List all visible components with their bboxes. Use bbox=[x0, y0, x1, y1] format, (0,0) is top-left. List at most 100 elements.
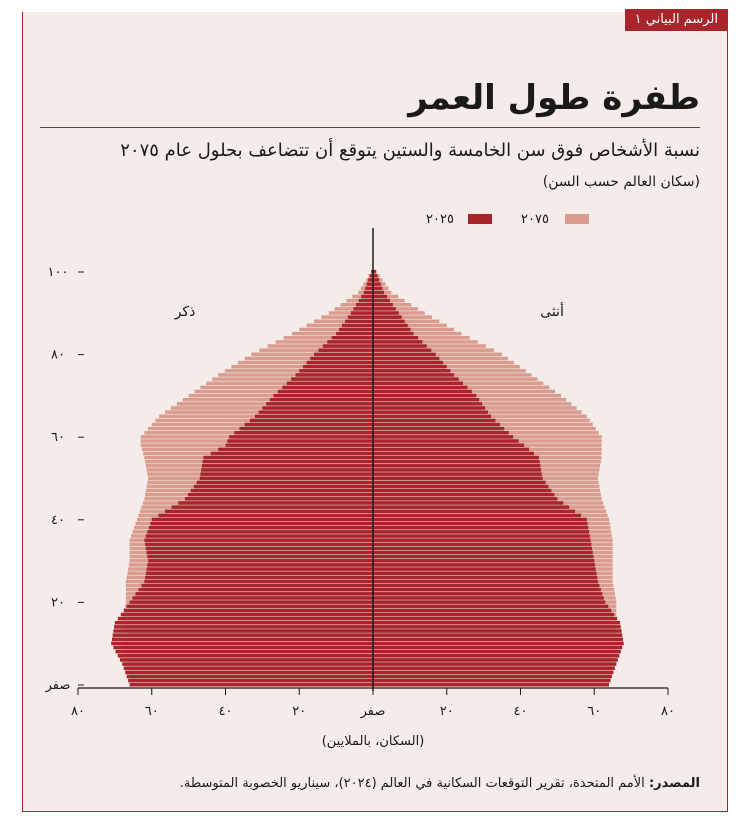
bar-2025-female-age-95 bbox=[373, 290, 385, 295]
figure-badge: الرسم البياني ١ bbox=[624, 9, 728, 31]
bar-2025-male-age-36 bbox=[145, 534, 373, 538]
bar-2025-male-age-78 bbox=[306, 360, 373, 365]
bar-2025-female-age-18 bbox=[373, 608, 612, 613]
x-tick-label-2: ٤٠ bbox=[219, 704, 233, 719]
bar-2075-female-age-87 bbox=[373, 323, 447, 328]
bar-2025-male-age-26 bbox=[145, 575, 373, 580]
bar-2025-female-age-28 bbox=[373, 567, 596, 571]
bar-2025-male-age-2 bbox=[126, 674, 373, 679]
bar-2025-male-age-99 bbox=[369, 274, 373, 278]
bar-2025-male-age-35 bbox=[144, 538, 373, 542]
y-tick-label-2: ٤٠ bbox=[51, 513, 65, 528]
bar-2025-female-age-59 bbox=[373, 439, 519, 443]
series-2025-bars bbox=[111, 269, 624, 687]
bar-2025-male-age-72 bbox=[282, 385, 373, 390]
bar-2025-female-age-37 bbox=[373, 530, 590, 534]
bar-2025-female-age-21 bbox=[373, 596, 604, 600]
bar-2025-female-age-44 bbox=[373, 501, 564, 505]
bar-2025-male-age-8 bbox=[115, 649, 374, 654]
bar-2025-male-age-33 bbox=[145, 546, 373, 551]
x-tick-label-1: ٦٠ bbox=[145, 704, 159, 719]
bar-2025-male-age-74 bbox=[291, 377, 373, 381]
bar-2025-female-age-61 bbox=[373, 431, 509, 435]
bar-2025-female-age-25 bbox=[373, 579, 598, 584]
bar-2025-male-age-64 bbox=[249, 418, 373, 423]
bar-2025-male-age-94 bbox=[361, 294, 373, 299]
bar-2025-male-age-29 bbox=[147, 563, 373, 567]
bar-2025-male-age-47 bbox=[190, 488, 373, 493]
bar-2025-male-age-58 bbox=[225, 443, 373, 447]
bar-2025-male-age-46 bbox=[187, 492, 373, 497]
x-tick-label-7: ٦٠ bbox=[587, 704, 601, 719]
bar-2025-male-age-17 bbox=[120, 612, 374, 617]
bar-2025-male-age-28 bbox=[146, 567, 373, 571]
bar-2025-female-age-31 bbox=[373, 554, 594, 559]
bar-2075-female-age-85 bbox=[373, 331, 462, 336]
bar-2025-male-age-80 bbox=[314, 352, 373, 357]
bar-2075-female-age-79 bbox=[373, 356, 508, 361]
x-axis-label: (السكان، بالملايين) bbox=[322, 734, 425, 749]
bar-2025-female-age-16 bbox=[373, 616, 618, 621]
y-tick-label-1: ٢٠ bbox=[51, 595, 65, 610]
bar-2075-female-age-80 bbox=[373, 352, 503, 357]
bar-2025-male-age-48 bbox=[193, 484, 373, 489]
bar-2025-male-age-45 bbox=[184, 497, 373, 501]
bar-2025-female-age-23 bbox=[373, 587, 601, 592]
bar-2025-female-age-64 bbox=[373, 418, 496, 423]
bar-2025-female-age-9 bbox=[373, 645, 623, 650]
bar-2025-male-age-6 bbox=[120, 658, 373, 662]
bar-2025-male-age-51 bbox=[200, 472, 373, 476]
bar-2025-female-age-82 bbox=[373, 344, 427, 348]
bar-2025-male-age-53 bbox=[201, 464, 373, 468]
bar-2025-female-age-78 bbox=[373, 360, 444, 365]
bar-2025-female-age-85 bbox=[373, 331, 414, 336]
bar-2025-female-age-10 bbox=[373, 641, 624, 646]
bar-2025-male-age-10 bbox=[111, 641, 373, 646]
bar-2025-male-age-97 bbox=[366, 282, 373, 286]
bar-2075-female-age-78 bbox=[373, 360, 514, 365]
bar-2025-male-age-24 bbox=[141, 583, 373, 588]
bar-2025-male-age-69 bbox=[269, 397, 373, 402]
bar-2025-male-age-100 bbox=[371, 269, 373, 274]
bar-2025-female-age-51 bbox=[373, 472, 542, 476]
bar-2025-female-age-3 bbox=[373, 670, 614, 675]
bar-2025-female-age-60 bbox=[373, 435, 514, 439]
bar-2025-male-age-12 bbox=[112, 633, 373, 637]
bar-2025-female-age-92 bbox=[373, 302, 393, 307]
bar-2025-female-age-69 bbox=[373, 397, 480, 402]
bar-2025-male-age-90 bbox=[350, 311, 373, 315]
bar-2075-male-age-78 bbox=[238, 360, 373, 365]
legend-swatch-y2025 bbox=[468, 214, 492, 224]
bar-2025-female-age-87 bbox=[373, 323, 408, 328]
bar-2025-male-age-42 bbox=[165, 509, 373, 514]
bar-2025-male-age-83 bbox=[327, 340, 373, 344]
bar-2025-female-age-71 bbox=[373, 389, 472, 394]
x-tick-label-6: ٤٠ bbox=[514, 704, 528, 719]
bar-2075-female-age-83 bbox=[373, 340, 478, 344]
bar-2025-female-age-26 bbox=[373, 575, 598, 580]
bar-2025-male-age-34 bbox=[145, 542, 373, 547]
bar-2025-male-age-79 bbox=[310, 356, 373, 361]
bar-2025-male-age-41 bbox=[158, 513, 373, 518]
bar-2025-female-age-94 bbox=[373, 294, 388, 299]
bar-2025-male-age-52 bbox=[201, 468, 373, 472]
bar-2025-male-age-4 bbox=[123, 666, 373, 670]
bar-2025-female-age-24 bbox=[373, 583, 600, 588]
bar-2025-female-age-50 bbox=[373, 476, 543, 480]
bar-2025-male-age-43 bbox=[171, 505, 373, 509]
bar-2025-male-age-75 bbox=[295, 373, 373, 377]
bar-2025-female-age-84 bbox=[373, 336, 418, 340]
bar-2025-female-age-88 bbox=[373, 319, 405, 324]
bar-2025-female-age-62 bbox=[373, 426, 505, 431]
bar-2025-male-age-38 bbox=[148, 525, 373, 530]
bar-2025-female-age-27 bbox=[373, 571, 597, 575]
labels: صفر ٢٠ ٤٠ ٦٠ ٨٠ ١٠٠ ٨٠ ٦٠ ٤٠ ٢٠ صفر ٢٠ ٤٠ ٦٠ ٨٠ (السكان… bbox=[45, 212, 675, 749]
bar-2025-female-age-34 bbox=[373, 542, 592, 547]
bar-2025-male-age-68 bbox=[266, 402, 373, 406]
bar-2075-male-age-76 bbox=[224, 369, 373, 373]
bar-2025-female-age-63 bbox=[373, 422, 500, 427]
bar-2025-female-age-35 bbox=[373, 538, 591, 542]
bar-2025-male-age-89 bbox=[347, 315, 373, 319]
bar-2075-male-age-83 bbox=[275, 340, 373, 344]
bar-2075-female-age-89 bbox=[373, 315, 432, 319]
